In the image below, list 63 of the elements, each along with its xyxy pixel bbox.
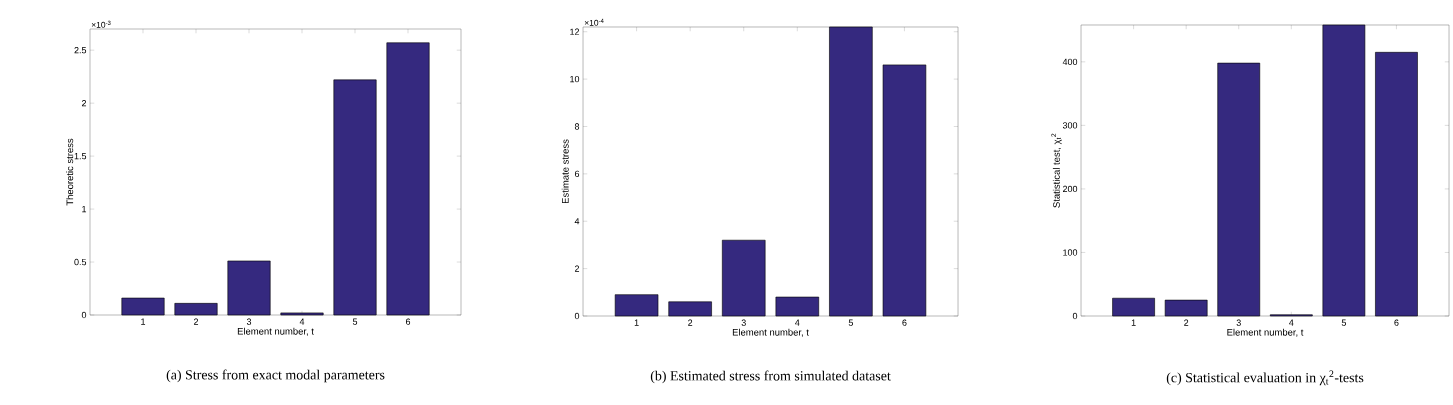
x-tick-label: 1 [1131, 319, 1136, 326]
y-tick-label: 2 [81, 100, 87, 107]
bar [280, 312, 324, 316]
x-tick-label: 2 [1184, 319, 1189, 326]
x-tick-label: 4 [795, 319, 800, 326]
x-tick-label: 3 [1236, 319, 1241, 326]
bar [668, 301, 712, 317]
text: ×10$^{-3}$ [91, 20, 111, 28]
x-tick-label: 1 [634, 319, 639, 326]
x-tick-label: 2 [193, 318, 199, 325]
x-tick-label: 3 [246, 318, 252, 325]
y-tick-label: 1 [82, 205, 87, 213]
x-tick-label: 5 [1341, 319, 1346, 326]
y-tick-label: 0 [574, 312, 580, 320]
x-tick-label: 5 [352, 318, 358, 325]
y-tick-label: 4 [574, 218, 580, 225]
y-tick-label: 100 [1063, 249, 1078, 256]
bar [121, 297, 165, 316]
bar [1375, 52, 1418, 317]
y-tick-label: 8 [574, 123, 580, 130]
y-tick-label: 2.5 [74, 47, 87, 54]
y-tick-label: 200 [1063, 185, 1078, 193]
bar [775, 296, 820, 317]
bar [386, 42, 430, 316]
bar [333, 79, 377, 316]
y-tick-label: 2 [574, 265, 580, 272]
bar [829, 26, 873, 317]
text: (b) Estimated stress from simulated dataset [650, 370, 891, 384]
y-axis-title: Theoretic stress [66, 138, 74, 206]
y-tick-label: 400 [1062, 58, 1078, 66]
y-axis-title: Estimate stress [561, 139, 569, 204]
bar [882, 64, 927, 317]
y-tick-label: 1.5 [74, 152, 87, 160]
x-tick-label: 5 [848, 319, 853, 326]
y-tick-label: 300 [1062, 122, 1078, 129]
y-tick-label: 6 [574, 170, 580, 178]
bar [1112, 297, 1155, 317]
bar [227, 260, 271, 316]
text: (a) Stress from exact modal parameters [166, 369, 385, 383]
y-tick-label: 0 [81, 311, 87, 319]
bar [1322, 24, 1366, 317]
x-axis-title: Element number, t [237, 327, 314, 336]
y-tick-label: 12 [570, 28, 580, 35]
x-tick-label: 6 [1394, 319, 1399, 326]
bar [1217, 62, 1261, 317]
x-axis-title: Element number, t [732, 328, 809, 337]
text: (c) Statistical evaluation in χ$_{t}$$^{2}$-tests [1166, 370, 1364, 386]
bar [1164, 299, 1208, 317]
x-tick-label: 4 [299, 318, 305, 325]
bar [614, 294, 659, 317]
x-tick-label: 6 [405, 318, 411, 325]
x-axis-title: Element number, t [1227, 328, 1304, 337]
bar [722, 239, 766, 317]
x-tick-label: 1 [141, 318, 146, 325]
y-tick-label: 0.5 [74, 258, 87, 266]
x-tick-label: 2 [688, 319, 693, 326]
x-tick-label: 4 [1289, 319, 1294, 326]
y-tick-label: 0 [1072, 312, 1078, 320]
y-tick-label: 10 [570, 75, 580, 83]
text: ×10$^{-4}$ [584, 18, 604, 26]
bar [174, 303, 218, 316]
x-tick-label: 6 [902, 319, 907, 326]
x-tick-label: 3 [741, 319, 746, 326]
